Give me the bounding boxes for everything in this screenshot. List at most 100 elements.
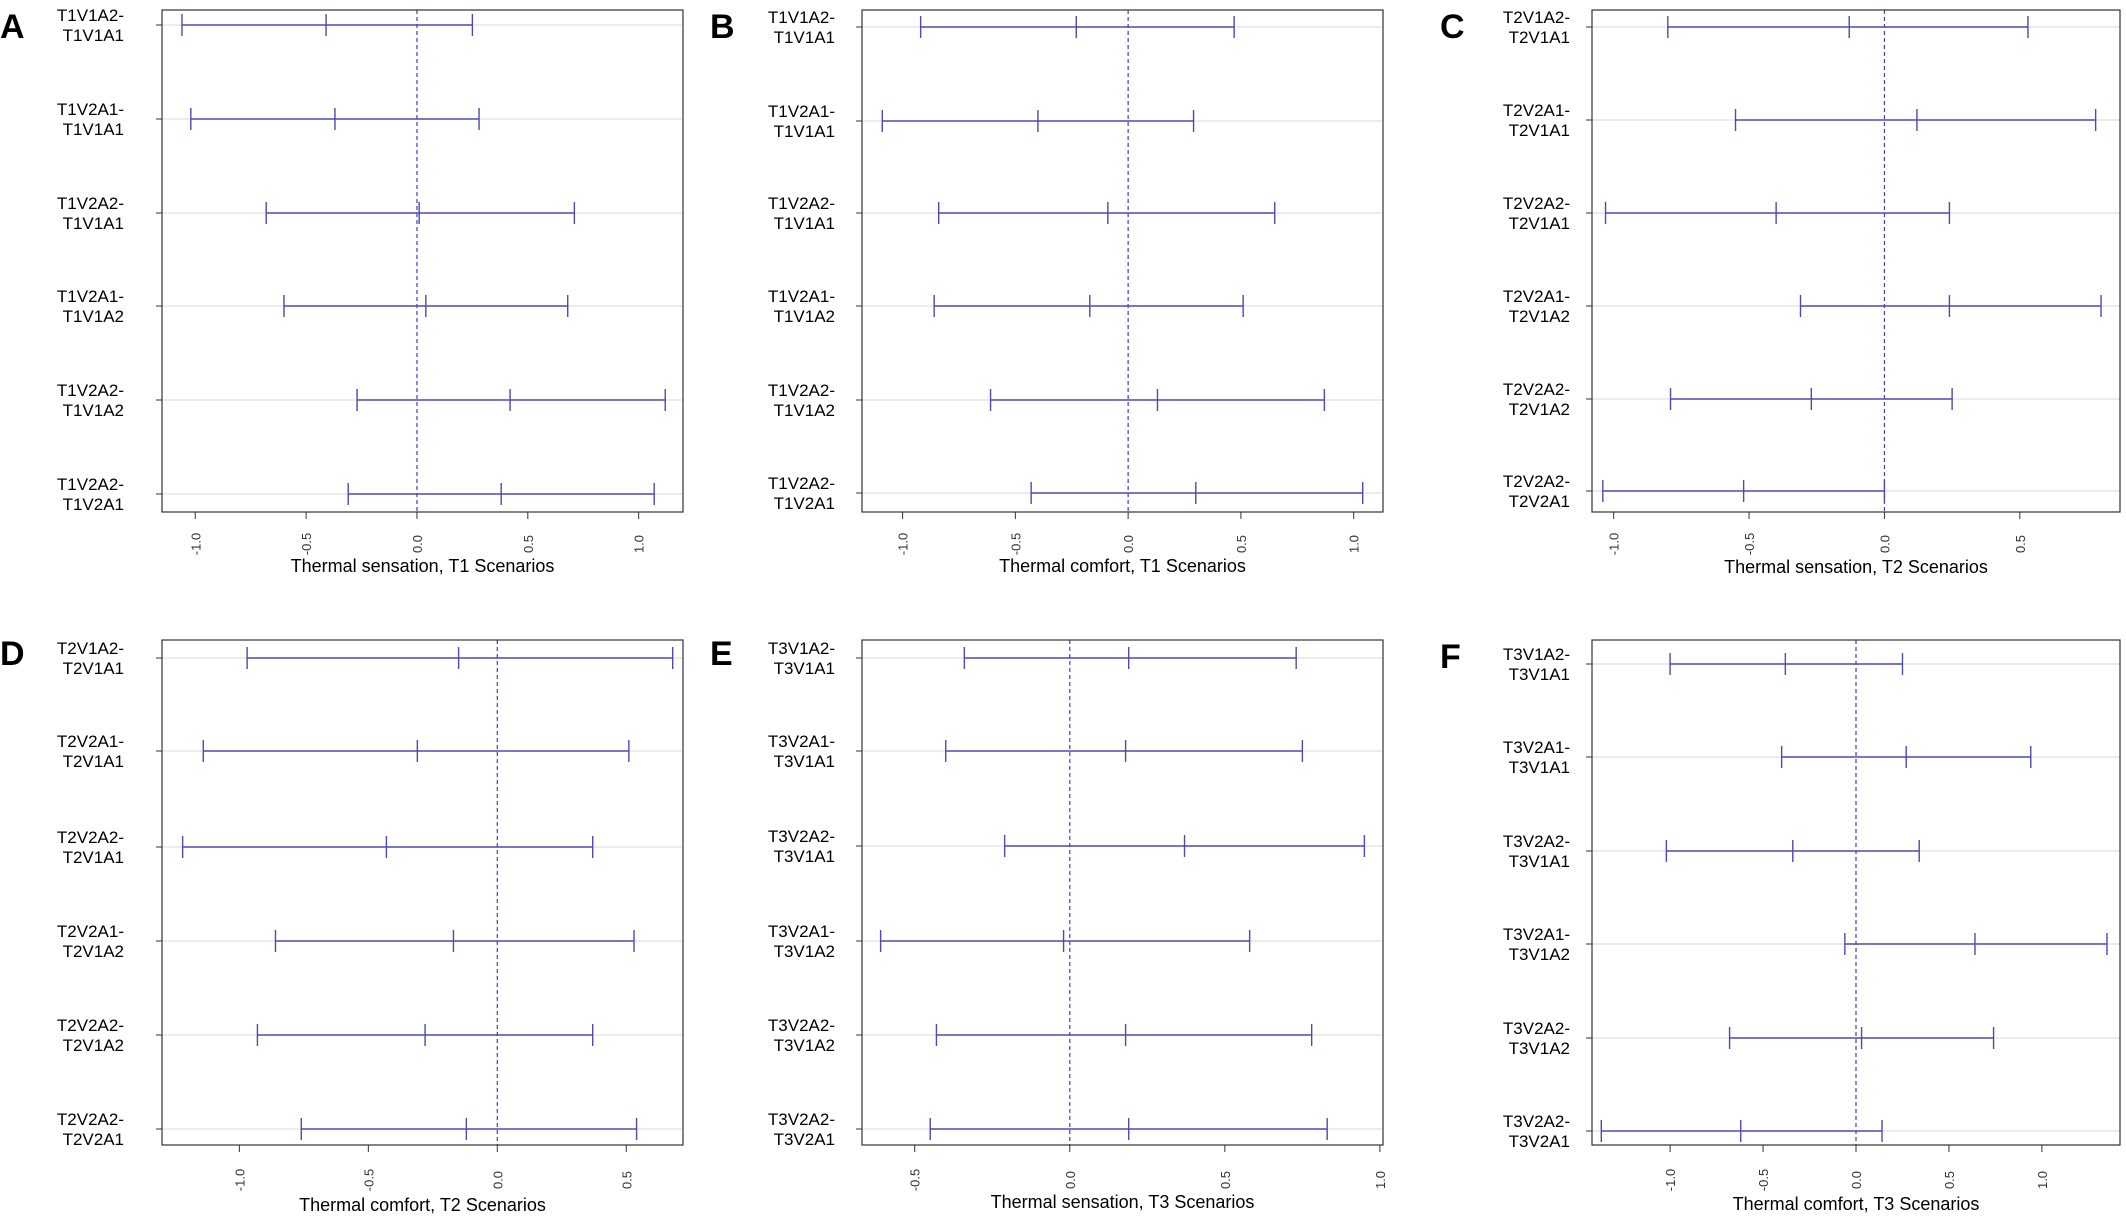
- category-label-line: T2V1A2: [63, 1036, 124, 1055]
- category-label-b-3: T1V2A1-T1V1A2: [768, 287, 835, 326]
- interval-c-2: [1604, 202, 1951, 224]
- x-tick-label-c-2: 0.0: [1877, 535, 1892, 553]
- category-label-line: T2V2A2-: [57, 828, 124, 847]
- category-label-c-4: T2V2A2-T2V1A2: [1503, 380, 1570, 419]
- interval-d-1: [202, 740, 630, 762]
- interval-a-1: [190, 108, 480, 130]
- category-label-line: T3V1A2: [774, 942, 835, 961]
- category-label-line: T3V2A1-: [1503, 738, 1570, 757]
- category-label-line: T3V1A2: [774, 1036, 835, 1055]
- panel-letter-a: A: [0, 8, 25, 46]
- x-tick-label-a-1: -0.5: [299, 533, 314, 555]
- interval-b-4: [989, 389, 1326, 411]
- category-label-line: T1V1A1: [63, 26, 124, 45]
- interval-e-4: [935, 1024, 1313, 1046]
- category-label-line: T1V1A1: [63, 214, 124, 233]
- x-tick-label-a-4: 1.0: [632, 535, 647, 553]
- category-label-line: T2V1A1: [1509, 121, 1570, 140]
- interval-f-3: [1844, 933, 2108, 955]
- category-label-e-1: T3V2A1-T3V1A1: [768, 732, 835, 771]
- x-tick-label-b-2: 0.0: [1121, 535, 1136, 553]
- interval-b-1: [881, 110, 1195, 132]
- category-label-line: T1V2A1-: [768, 102, 835, 121]
- category-label-line: T3V1A1: [1509, 758, 1570, 777]
- interval-c-5: [1602, 480, 1886, 502]
- category-label-f-2: T3V2A2-T3V1A1: [1503, 832, 1570, 871]
- interval-e-1: [945, 740, 1304, 762]
- x-axis-label-a: Thermal sensation, T1 Scenarios: [291, 556, 555, 576]
- category-label-f-0: T3V1A2-T3V1A1: [1503, 645, 1570, 684]
- category-label-line: T2V1A1: [1509, 28, 1570, 47]
- x-tick-label-a-3: 0.5: [521, 535, 536, 553]
- category-label-line: T2V2A2-: [57, 1016, 124, 1035]
- x-tick-label-b-0: -1.0: [896, 533, 911, 555]
- category-label-c-5: T2V2A2-T2V2A1: [1503, 472, 1570, 511]
- x-tick-label-a-2: 0.0: [410, 535, 425, 553]
- panel-letter-d: D: [0, 635, 25, 673]
- category-label-line: T3V2A1: [1509, 1132, 1570, 1151]
- interval-b-5: [1030, 482, 1364, 504]
- x-tick-label-f-0: -1.0: [1663, 1169, 1678, 1191]
- category-label-d-3: T2V2A1-T2V1A2: [57, 922, 124, 961]
- category-label-line: T1V2A2-: [768, 474, 835, 493]
- category-label-line: T3V1A1: [1509, 665, 1570, 684]
- interval-e-0: [963, 647, 1297, 669]
- category-label-line: T2V2A1: [1509, 492, 1570, 511]
- x-tick-label-b-4: 1.0: [1347, 535, 1362, 553]
- interval-f-0: [1669, 653, 1904, 675]
- interval-a-0: [181, 14, 474, 36]
- category-label-line: T1V1A1: [63, 120, 124, 139]
- interval-e-3: [879, 930, 1251, 952]
- interval-f-2: [1665, 840, 1920, 862]
- interval-d-3: [274, 930, 635, 952]
- category-label-line: T3V2A1-: [1503, 925, 1570, 944]
- plot-frame-a: [161, 9, 684, 513]
- interval-d-4: [256, 1024, 594, 1046]
- category-label-line: T1V2A2-: [768, 194, 835, 213]
- x-axis-label-c: Thermal sensation, T2 Scenarios: [1724, 557, 1988, 577]
- category-label-e-0: T3V1A2-T3V1A1: [768, 639, 835, 678]
- category-label-line: T3V2A2-: [1503, 1112, 1570, 1131]
- x-tick-label-b-1: -0.5: [1008, 533, 1023, 555]
- panel-letter-b: B: [710, 8, 735, 46]
- category-label-line: T3V2A2-: [1503, 832, 1570, 851]
- category-label-line: T1V1A1: [774, 122, 835, 141]
- category-label-line: T2V1A2: [1509, 400, 1570, 419]
- x-axis-label-e: Thermal sensation, T3 Scenarios: [991, 1192, 1255, 1212]
- x-tick-label-e-3: 1.0: [1373, 1171, 1388, 1189]
- x-tick-label-b-3: 0.5: [1234, 535, 1249, 553]
- x-tick-label-f-4: 1.0: [2035, 1171, 2050, 1189]
- category-label-line: T3V1A2: [1509, 1039, 1570, 1058]
- category-label-e-5: T3V2A2-T3V2A1: [768, 1110, 835, 1149]
- category-label-d-0: T2V1A2-T2V1A1: [57, 639, 124, 678]
- category-label-line: T3V2A2-: [1503, 1019, 1570, 1038]
- category-label-line: T3V2A1-: [768, 922, 835, 941]
- plot-frame-e: [861, 639, 1384, 1146]
- category-label-line: T2V2A1-: [1503, 287, 1570, 306]
- x-tick-label-d-0: -1.0: [232, 1169, 247, 1191]
- category-label-line: T3V1A2-: [768, 639, 835, 658]
- category-label-line: T2V1A1: [63, 752, 124, 771]
- category-label-d-1: T2V2A1-T2V1A1: [57, 732, 124, 771]
- x-tick-label-f-2: 0.0: [1849, 1171, 1864, 1189]
- category-label-line: T1V1A2: [63, 401, 124, 420]
- category-label-line: T2V2A1: [63, 1130, 124, 1149]
- interval-c-1: [1734, 109, 2097, 131]
- category-label-d-4: T2V2A2-T2V1A2: [57, 1016, 124, 1055]
- category-label-line: T1V2A2-: [768, 381, 835, 400]
- x-tick-label-f-1: -0.5: [1756, 1169, 1771, 1191]
- category-label-b-2: T1V2A2-T1V1A1: [768, 194, 835, 233]
- category-label-line: T3V1A2: [1509, 945, 1570, 964]
- category-label-line: T2V1A2: [63, 942, 124, 961]
- category-label-line: T3V2A1-: [768, 732, 835, 751]
- x-axis-label-f: Thermal comfort, T3 Scenarios: [1733, 1194, 1980, 1214]
- category-label-e-3: T3V2A1-T3V1A2: [768, 922, 835, 961]
- panel-letter-f: F: [1440, 638, 1461, 676]
- category-label-line: T3V2A2-: [768, 827, 835, 846]
- category-label-a-4: T1V2A2-T1V1A2: [57, 381, 124, 420]
- interval-b-3: [933, 295, 1244, 317]
- x-tick-label-c-3: 0.5: [2013, 535, 2028, 553]
- category-label-line: T2V2A2-: [1503, 472, 1570, 491]
- interval-f-1: [1780, 746, 2032, 768]
- interval-a-4: [356, 389, 666, 411]
